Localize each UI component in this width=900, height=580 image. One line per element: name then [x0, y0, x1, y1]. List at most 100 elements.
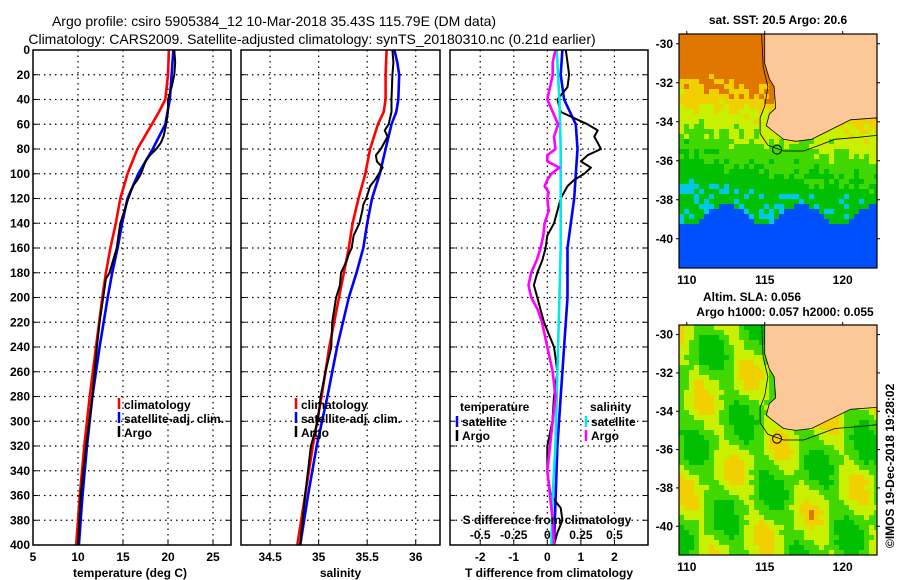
- map-cell: [759, 179, 764, 184]
- map-cell: [694, 530, 699, 535]
- map-cell: [694, 189, 699, 194]
- map-cell: [794, 550, 799, 555]
- map-cell: [699, 129, 704, 134]
- map-cell: [769, 375, 774, 380]
- map-cell: [689, 174, 694, 179]
- map-cell: [834, 545, 839, 550]
- map-cell: [774, 164, 779, 169]
- map-cell: [709, 515, 714, 520]
- map-cell: [749, 164, 754, 169]
- map-cell: [839, 420, 844, 425]
- map-cell: [799, 530, 804, 535]
- legend-label: satellite-adj. clim.: [301, 412, 401, 426]
- map-cell: [689, 550, 694, 555]
- map-cell: [779, 154, 784, 159]
- map-cell: [829, 530, 834, 535]
- map-cell: [704, 34, 709, 39]
- map-cell: [824, 259, 829, 264]
- map-cell: [809, 244, 814, 249]
- x-tick-label: 110: [677, 273, 697, 287]
- map-cell: [764, 169, 769, 174]
- map-cell: [864, 124, 869, 129]
- map-cell: [824, 540, 829, 545]
- map-cell: [804, 179, 809, 184]
- map-cell: [709, 425, 714, 430]
- map-cell: [844, 224, 849, 229]
- map-cell: [699, 435, 704, 440]
- map-cell: [749, 159, 754, 164]
- map-cell: [694, 540, 699, 545]
- map-cell: [874, 134, 877, 139]
- map-cell: [734, 79, 739, 84]
- map-cell: [679, 244, 684, 249]
- map-cell: [754, 440, 759, 445]
- map-cell: [839, 189, 844, 194]
- map-cell: [749, 139, 754, 144]
- map-cell: [839, 249, 844, 254]
- map-cell: [804, 239, 809, 244]
- map-cell: [749, 174, 754, 179]
- map-cell: [714, 34, 719, 39]
- map-cell: [679, 535, 684, 540]
- map-cell: [764, 194, 769, 199]
- map-cell: [679, 59, 684, 64]
- map-cell: [869, 139, 874, 144]
- map-cell: [769, 470, 774, 475]
- map-cell: [754, 114, 759, 119]
- map-cell: [814, 209, 819, 214]
- map-cell: [689, 470, 694, 475]
- map-cell: [734, 525, 739, 530]
- map-cell: [679, 174, 684, 179]
- map-cell: [754, 119, 759, 124]
- map-cell: [834, 550, 839, 555]
- map-cell: [744, 365, 749, 370]
- map-cell: [814, 199, 819, 204]
- map-cell: [744, 390, 749, 395]
- map-cell: [854, 535, 859, 540]
- map-cell: [874, 500, 877, 505]
- map-cell: [704, 164, 709, 169]
- map-cell: [759, 385, 764, 390]
- map-cell: [789, 229, 794, 234]
- map-cell: [679, 249, 684, 254]
- map-cell: [839, 174, 844, 179]
- map-cell: [829, 460, 834, 465]
- map-cell: [744, 114, 749, 119]
- map-cell: [734, 450, 739, 455]
- map-cell: [714, 179, 719, 184]
- map-cell: [764, 164, 769, 169]
- map-cell: [709, 335, 714, 340]
- map-cell: [719, 435, 724, 440]
- map-cell: [854, 144, 859, 149]
- map-cell: [744, 505, 749, 510]
- y-tick-label: -34: [656, 404, 674, 418]
- map-cell: [714, 244, 719, 249]
- map-cell: [689, 335, 694, 340]
- map-cell: [814, 149, 819, 154]
- map-cell: [699, 89, 704, 94]
- map-cell: [704, 129, 709, 134]
- map-cell: [814, 204, 819, 209]
- map-cell: [714, 194, 719, 199]
- map-cell: [804, 510, 809, 515]
- map-cell: [684, 520, 689, 525]
- map-cell: [774, 505, 779, 510]
- map-cell: [714, 264, 719, 268]
- map-cell: [734, 480, 739, 485]
- map-cell: [694, 89, 699, 94]
- map-cell: [869, 214, 874, 219]
- map-cell: [764, 450, 769, 455]
- map-cell: [859, 129, 864, 134]
- map-cell: [804, 184, 809, 189]
- map-cell: [789, 495, 794, 500]
- map-cell: [759, 124, 764, 129]
- map-cell: [749, 184, 754, 189]
- map-cell: [704, 184, 709, 189]
- map-cell: [689, 59, 694, 64]
- map-cell: [709, 99, 714, 104]
- map-cell: [724, 99, 729, 104]
- map-cell: [824, 174, 829, 179]
- map-cell: [704, 249, 709, 254]
- map-cell: [874, 455, 877, 460]
- map-cell: [829, 159, 834, 164]
